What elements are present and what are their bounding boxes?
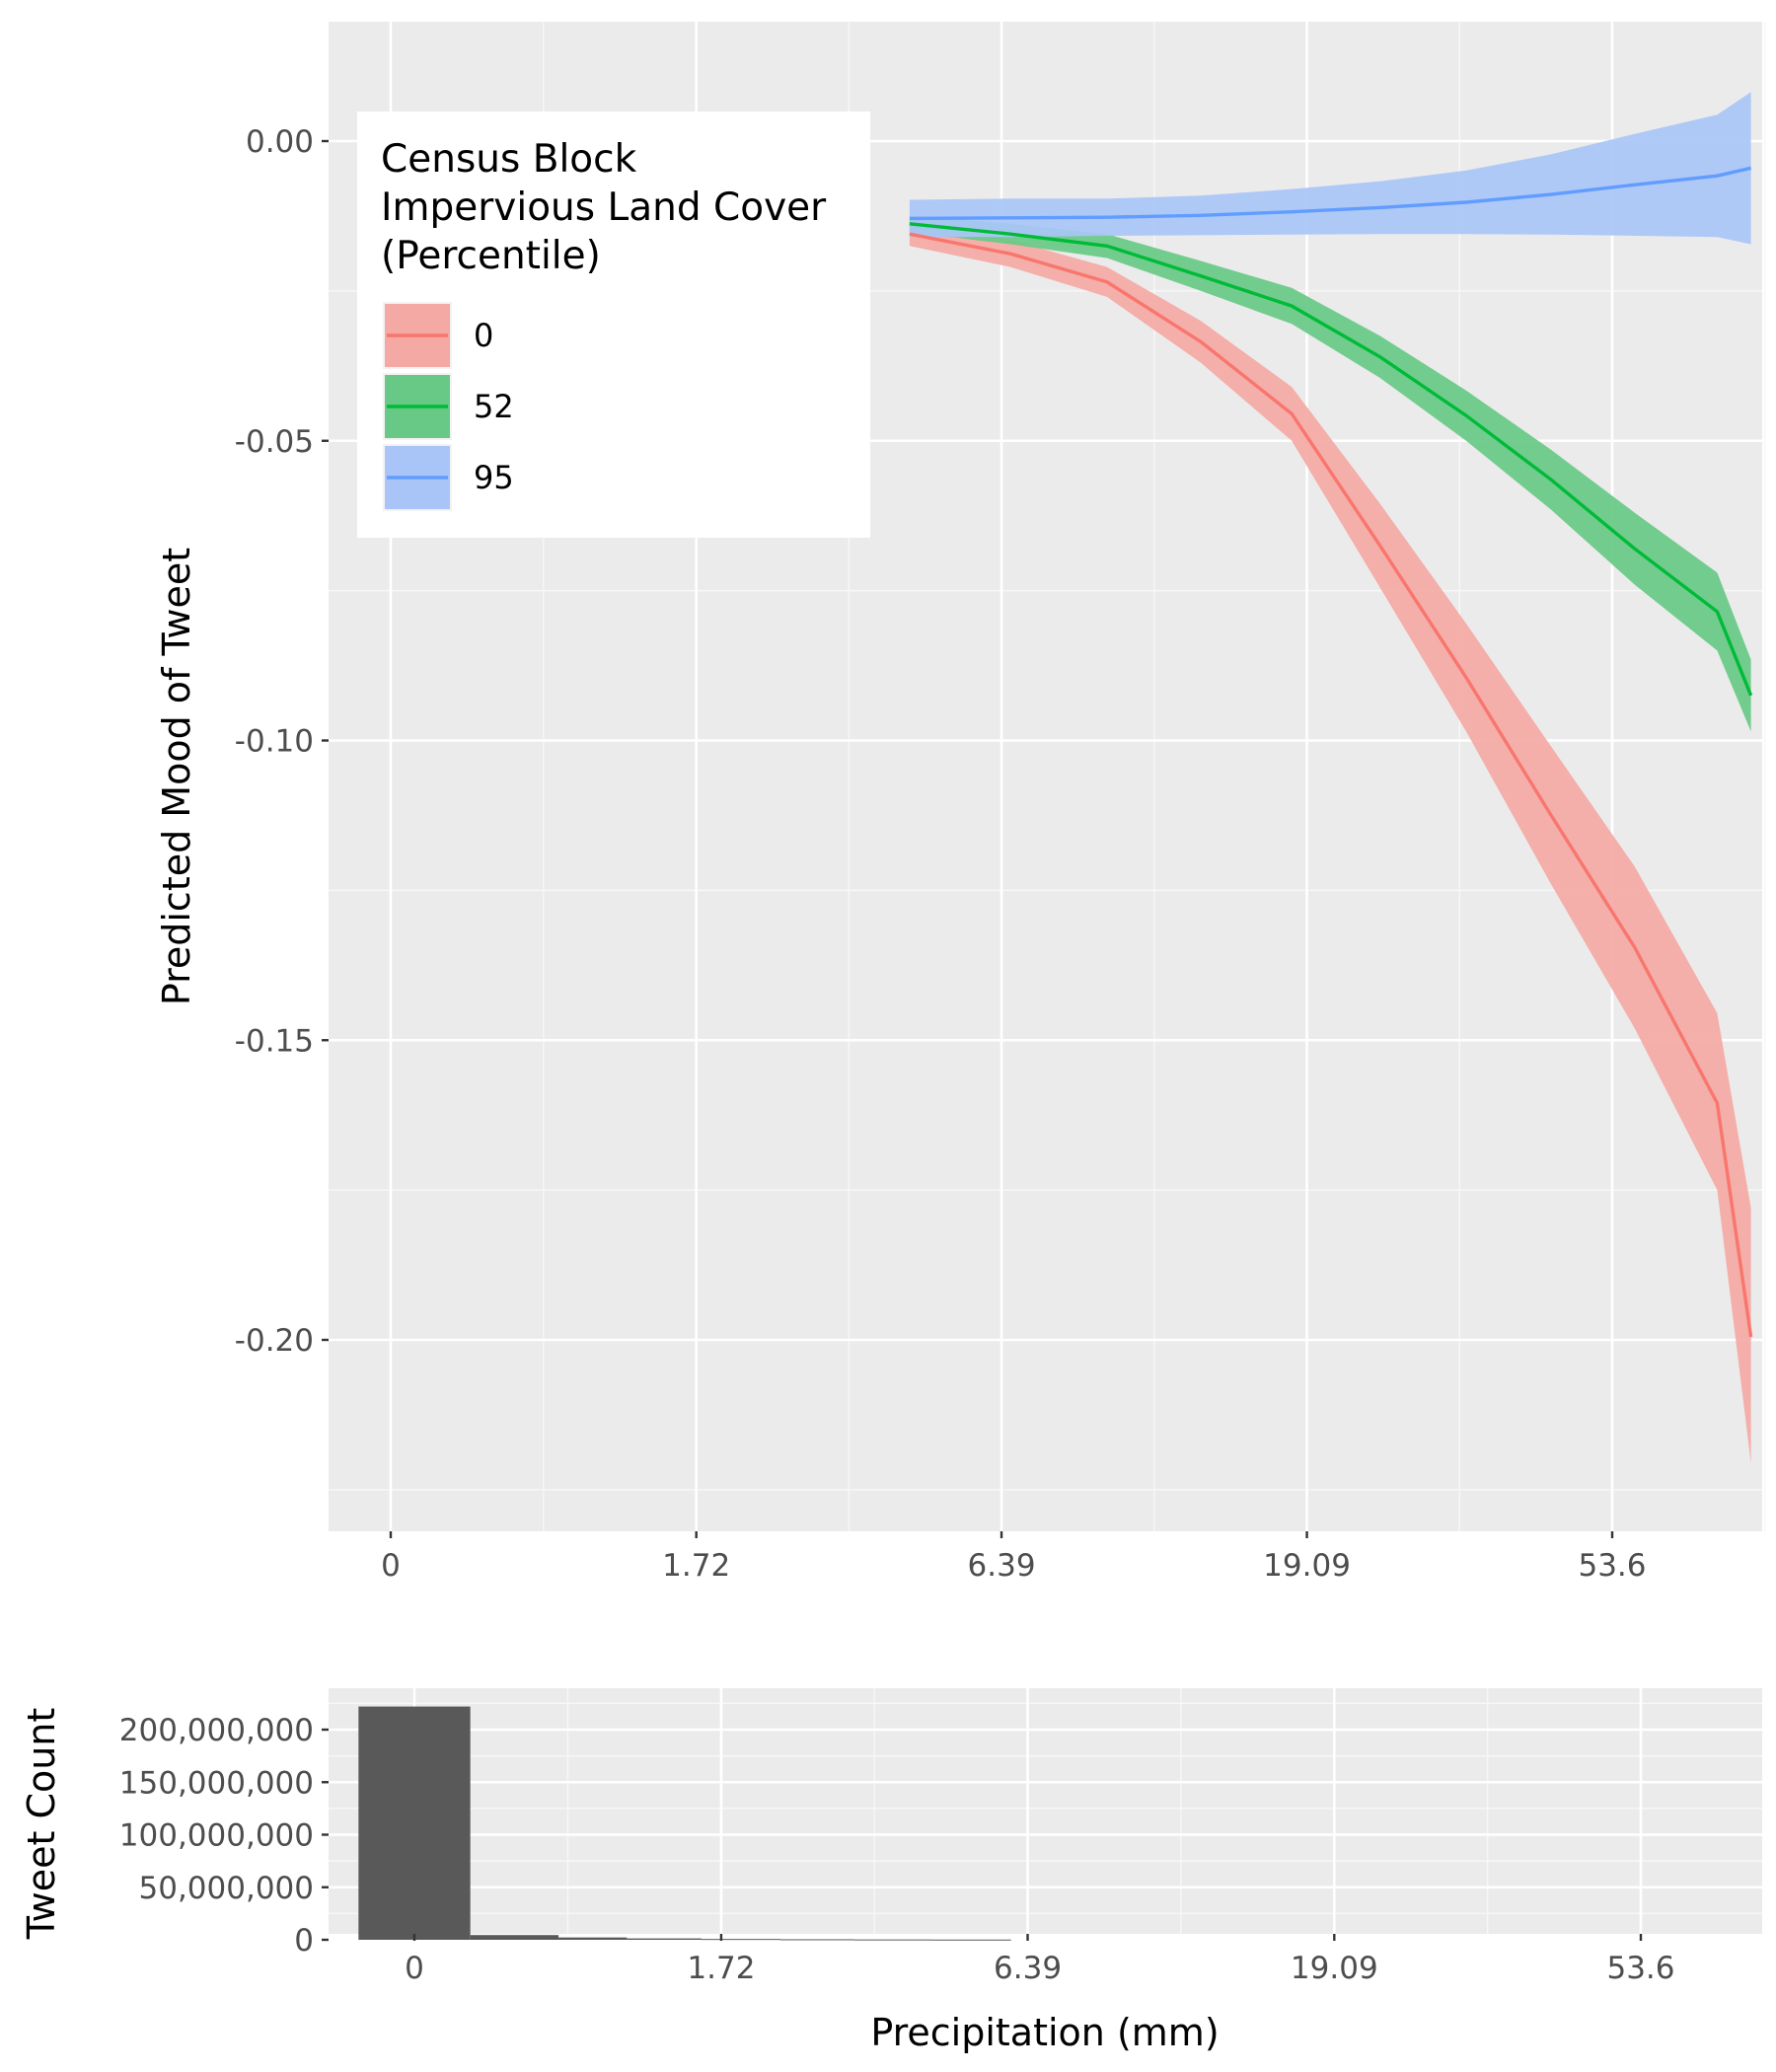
legend-keys [383, 302, 452, 511]
mood-x-tick-label: 1.72 [662, 1548, 730, 1584]
histogram-bar [701, 1939, 781, 1941]
count-y-tick-label: 100,000,000 [119, 1818, 314, 1854]
count-x-tick-label: 0 [405, 1951, 424, 1986]
count-x-axis-title: Precipitation (mm) [870, 2011, 1219, 2054]
legend-title-line-1: Census Block [381, 137, 637, 182]
mood-x-tick-label: 53.6 [1578, 1548, 1646, 1584]
mood-y-tick-label: -0.15 [235, 1023, 314, 1059]
histogram-bar [358, 1706, 471, 1940]
mood-y-axis-title: Predicted Mood of Tweet [155, 548, 198, 1005]
histogram-bar [780, 1939, 854, 1941]
count-gridlines [329, 1688, 1762, 1942]
line-series-95 [909, 166, 1751, 221]
count-y-tick-label: 0 [294, 1923, 314, 1959]
legend-label-95: 95 [474, 459, 514, 496]
count-x-axis: 0 1.72 6.39 19.09 53.6 [405, 1934, 1675, 1986]
mood-x-tick-label: 19.09 [1263, 1548, 1351, 1584]
mood-y-tick-label: 0.00 [246, 124, 314, 160]
histogram-bar [470, 1935, 559, 1940]
mood-x-axis: 0 1.72 6.39 19.09 53.6 [381, 1531, 1647, 1584]
count-y-tick-label: 150,000,000 [119, 1765, 314, 1801]
ribbon-series-95 [909, 92, 1751, 245]
histogram-bar [627, 1938, 702, 1940]
count-x-tick-label: 1.72 [687, 1951, 755, 1986]
line-series-52 [909, 222, 1753, 697]
legend: Census Block Impervious Land Cover (Perc… [357, 111, 870, 538]
legend-label-0: 0 [474, 317, 493, 354]
legend-title-line-2: Impervious Land Cover [381, 185, 827, 230]
count-y-axis-title: Tweet Count [20, 1708, 63, 1941]
mood-y-tick-label: -0.05 [235, 424, 314, 460]
mood-y-tick-label: -0.20 [235, 1323, 314, 1359]
count-y-tick-label: 50,000,000 [139, 1871, 315, 1906]
mood-x-tick-label: 6.39 [968, 1548, 1036, 1584]
count-y-axis: 200,000,000 150,000,000 100,000,000 50,000,… [119, 1713, 329, 1959]
histogram-bar [853, 1939, 932, 1941]
ribbon-series-52 [909, 215, 1751, 732]
histogram-bar [558, 1937, 628, 1940]
count-bars [358, 1706, 1011, 1941]
mood-y-tick-label: -0.10 [235, 724, 314, 760]
mood-panel: 0.00 -0.05 -0.10 -0.15 -0.20 0 1.72 6.39 19.09 5… [155, 22, 1766, 1584]
count-x-tick-label: 53.6 [1606, 1951, 1674, 1986]
histogram-bar [931, 1939, 1011, 1941]
mood-lines [909, 166, 1753, 1338]
count-x-tick-label: 19.09 [1291, 1951, 1378, 1986]
mood-y-axis: 0.00 -0.05 -0.10 -0.15 -0.20 [235, 124, 329, 1359]
count-x-tick-label: 6.39 [994, 1951, 1062, 1986]
count-panel: 200,000,000 150,000,000 100,000,000 50,000,… [20, 1688, 1762, 2054]
legend-title-line-3: (Percentile) [381, 234, 601, 278]
line-series-0 [909, 232, 1753, 1338]
count-y-tick-label: 200,000,000 [119, 1713, 314, 1748]
mood-x-tick-label: 0 [381, 1548, 401, 1584]
count-plot-background [329, 1688, 1762, 1934]
legend-label-52: 52 [474, 388, 514, 425]
